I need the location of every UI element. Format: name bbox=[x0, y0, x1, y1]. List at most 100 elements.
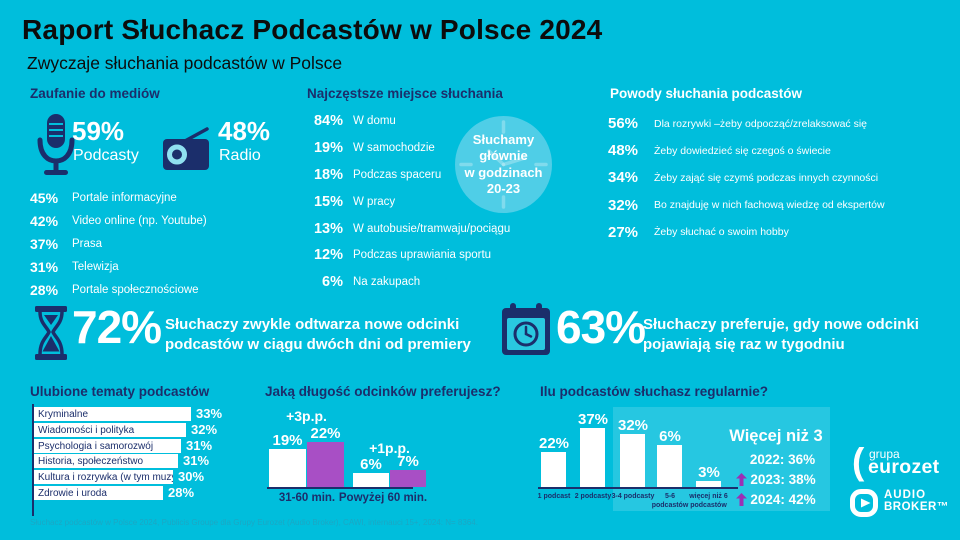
bar-previous bbox=[269, 449, 306, 487]
delta-annotation: +1p.p. bbox=[369, 440, 410, 456]
trust-featured-pct-podcasty: 59% bbox=[72, 116, 125, 146]
clock-icon bbox=[459, 120, 548, 209]
eurozet-logo: eurozet bbox=[868, 456, 940, 478]
list-item: 19% W samochodzie bbox=[313, 140, 435, 157]
list-item: 31% Telewizja bbox=[30, 259, 119, 276]
list-item: 32% Bo znajduję w nich fachową wiedzę od … bbox=[608, 196, 885, 214]
bar-value: 3% bbox=[698, 464, 720, 481]
tick-label: 3-4 podcasty bbox=[611, 493, 655, 500]
stat-pct-63: 63% bbox=[556, 301, 646, 353]
eurozet-logo-top: grupa bbox=[869, 447, 900, 461]
bar bbox=[620, 434, 645, 487]
trust-featured-label-radio: Radio bbox=[219, 147, 261, 164]
places-heading: Najczęstsze miejsce słuchania bbox=[307, 86, 503, 101]
bar-previous bbox=[353, 473, 389, 487]
list-item: 56% Dla rozrywki –żeby odpocząć/zrelaksow… bbox=[608, 115, 867, 133]
calendar-clock-icon bbox=[502, 303, 550, 355]
reasons-heading: Powody słuchania podcastów bbox=[610, 86, 803, 101]
list-item: 34% Żeby zająć się czymś podczas innych c… bbox=[608, 169, 879, 187]
regular-heading: Ilu podcastów słuchasz regularnie? bbox=[540, 384, 769, 399]
tick-label: 1 podcast bbox=[537, 493, 571, 500]
reasons-list: 56% Dla rozrywki –żeby odpocząć/zrelaksow… bbox=[608, 110, 885, 246]
audio-broker-logo-line2: BROKER™ bbox=[884, 501, 949, 513]
bar-value: 22% bbox=[538, 435, 570, 452]
bar-current bbox=[390, 470, 426, 487]
bar bbox=[541, 452, 566, 487]
topic-pct: 30% bbox=[178, 469, 205, 484]
page-subtitle: Zwyczaje słuchania podcastów w Polsce bbox=[27, 53, 343, 73]
topics-axis bbox=[32, 404, 34, 516]
eurozet-logo-paren: ( bbox=[852, 441, 865, 482]
trust-featured-label-podcasty: Podcasty bbox=[73, 147, 139, 164]
up-arrow-icon bbox=[736, 472, 748, 486]
topic-bar: Kultura i rozrywka (w tym muzyka) bbox=[34, 470, 173, 484]
stat-text-72: Słuchaczy zwykle odtwarza nowe odcinki p… bbox=[165, 316, 471, 353]
list-item: 42% Video online (np. Youtube) bbox=[30, 212, 207, 229]
topic-pct: 28% bbox=[168, 485, 195, 500]
source-note: Słuchacz podcastów w Polsce 2024, Public… bbox=[30, 518, 478, 527]
bar bbox=[696, 481, 721, 487]
topic-pct: 31% bbox=[183, 453, 210, 468]
bar-value: 6% bbox=[659, 428, 681, 445]
bar-value: 7% bbox=[397, 453, 419, 470]
topic-pct: 32% bbox=[191, 422, 218, 437]
bar-value: 19% bbox=[272, 432, 303, 449]
length-heading: Jaką długość odcinków preferujesz? bbox=[265, 384, 501, 399]
list-item: 18% Podczas spaceru bbox=[313, 166, 442, 183]
list-item: 27% Żeby słuchać o swoim hobby bbox=[608, 223, 789, 241]
delta-annotation: +3p.p. bbox=[286, 408, 327, 424]
more-than-3-title: Więcej niż 3 bbox=[729, 427, 823, 445]
topics-heading: Ulubione tematy podcastów bbox=[30, 384, 210, 399]
list-item: 28% Portale społecznościowe bbox=[30, 282, 199, 299]
topic-bar: Wiadomości i polityka bbox=[34, 423, 186, 437]
more-than-3-panel: Więcej niż 3 2022: 36% 2023: 38% 2024: 4… bbox=[720, 427, 832, 509]
topic-pct: 31% bbox=[186, 438, 213, 453]
tick-label: 5-6 podcastów bbox=[651, 493, 689, 509]
more-than-3-row: 2023: 38% bbox=[720, 469, 832, 489]
list-item: 15% W pracy bbox=[313, 193, 396, 210]
more-than-3-row: 2022: 36% bbox=[749, 451, 816, 467]
topic-bar: Psychologia i samorozwój bbox=[34, 439, 181, 453]
bar-value: 22% bbox=[310, 425, 341, 442]
trust-featured-pct-radio: 48% bbox=[218, 116, 271, 146]
stat-text-63: Słuchaczy preferuje, gdy nowe odcinki po… bbox=[643, 316, 919, 353]
list-item: 37% Prasa bbox=[30, 235, 103, 252]
audio-broker-logo-line1: AUDIO bbox=[884, 489, 927, 501]
list-item: 13% W autobusie/tramwaju/pociągu bbox=[313, 220, 511, 237]
audio-broker-mark bbox=[850, 489, 878, 517]
listening-hours-badge: Słuchamy głównie w godzinach 20-23 bbox=[455, 116, 552, 213]
list-item: 45% Portale informacyjne bbox=[30, 189, 177, 206]
topic-bar: Historia, społeczeństwo bbox=[34, 454, 178, 468]
group-label: 31-60 min. bbox=[278, 492, 336, 504]
more-than-3-row: 2024: 42% bbox=[720, 489, 832, 509]
list-item: 6% Na zakupach bbox=[322, 274, 421, 291]
topic-bar: Zdrowie i uroda bbox=[34, 486, 163, 500]
up-arrow-icon bbox=[736, 492, 748, 506]
length-axis bbox=[267, 487, 413, 489]
stat-pct-72: 72% bbox=[72, 301, 162, 353]
bar-value: 32% bbox=[617, 417, 649, 434]
bar-value: 6% bbox=[360, 456, 382, 473]
bar bbox=[580, 428, 605, 487]
group-label: Powyżej 60 min. bbox=[338, 492, 428, 504]
bar-value: 37% bbox=[577, 411, 609, 428]
bar bbox=[657, 445, 682, 487]
bar-current bbox=[307, 442, 344, 487]
places-list: 84% W domu 19% W samochodzie 18% Podczas sp… bbox=[307, 108, 510, 296]
page-title: Raport Słuchacz Podcastów w Polsce 2024 bbox=[22, 14, 603, 45]
trust-list: 45% Portale informacyjne 42% Video online … bbox=[30, 186, 207, 302]
highlight-panel bbox=[613, 407, 830, 511]
tick-label: więcej niż 6 podcastów bbox=[689, 493, 728, 509]
topic-bar: Kryminalne bbox=[34, 407, 191, 421]
topic-pct: 33% bbox=[196, 406, 223, 421]
tick-label: 2 podcasty bbox=[574, 493, 612, 500]
list-item: 48% Żeby dowiedzieć się czegoś o świecie bbox=[608, 142, 831, 160]
list-item: 12% Podczas uprawiania sportu bbox=[313, 247, 492, 264]
hourglass-icon bbox=[35, 306, 67, 360]
regular-axis bbox=[538, 487, 738, 489]
trust-heading: Zaufanie do mediów bbox=[30, 86, 160, 101]
badge-text: Słuchamy głównie w godzinach 20-23 bbox=[464, 131, 543, 197]
microphone-icon bbox=[37, 114, 75, 175]
list-item: 84% W domu bbox=[313, 113, 396, 130]
